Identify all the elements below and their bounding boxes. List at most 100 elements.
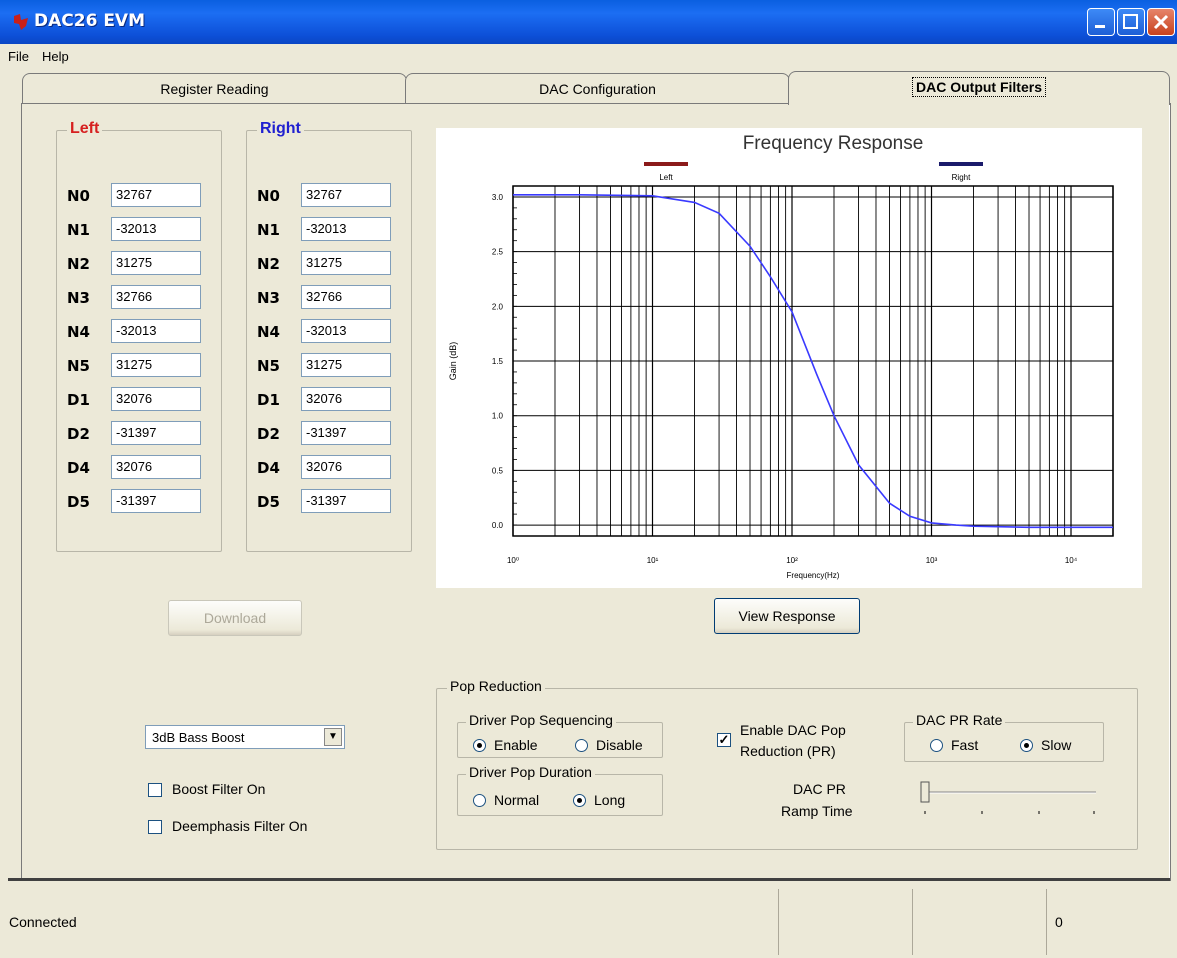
right-coef-input-n1[interactable]: -32013	[301, 217, 391, 241]
right-coef-input-d4[interactable]: 32076	[301, 455, 391, 479]
enable-pr-label-line2: Reduction (PR)	[740, 743, 836, 759]
duration-long-label: Long	[594, 792, 626, 808]
tab-label: Register Reading	[160, 81, 269, 97]
boost-filter-label: Boost Filter On	[172, 781, 266, 797]
pr-rate-slow-radio[interactable]	[1020, 739, 1033, 752]
right-coef-input-n5[interactable]: 31275	[301, 353, 391, 377]
left-coef-label-n3: N3	[67, 289, 90, 307]
left-coef-input-d1[interactable]: 32076	[111, 387, 201, 411]
window-title: DAC26 EVM	[34, 11, 146, 31]
chart-svg: Frequency Response Left Right 0.0 0.5 1.0 1.5 2…	[448, 133, 1114, 580]
y-axis-label: Gain (dB)	[448, 342, 458, 381]
left-coef-input-n1[interactable]: -32013	[111, 217, 201, 241]
x-tick-label: 10⁰	[507, 556, 519, 565]
left-coef-input-n0[interactable]: 32767	[111, 183, 201, 207]
ramp-time-slider[interactable]	[914, 780, 1104, 820]
right-coef-label-n4: N4	[257, 323, 280, 341]
chevron-down-icon[interactable]: ▼	[324, 728, 342, 746]
x-tick-label: 10¹	[647, 556, 659, 565]
right-coef-label-d4: D4	[257, 459, 280, 477]
download-button[interactable]: Download	[168, 600, 302, 636]
left-coef-label-n0: N0	[67, 187, 90, 205]
left-coef-input-d2[interactable]: -31397	[111, 421, 201, 445]
right-coef-input-n2[interactable]: 31275	[301, 251, 391, 275]
plot-frame	[512, 185, 1114, 537]
left-coef-label-n1: N1	[67, 221, 90, 239]
y-tick-label: 0.5	[492, 466, 504, 475]
right-coef-label-d1: D1	[257, 391, 280, 409]
pop-reduction-group: Pop Reduction	[436, 678, 1138, 850]
minimize-button[interactable]	[1087, 8, 1115, 36]
close-icon	[1153, 14, 1169, 30]
maximize-button[interactable]	[1117, 8, 1145, 36]
right-coef-input-d1[interactable]: 32076	[301, 387, 391, 411]
left-coef-label-n5: N5	[67, 357, 90, 375]
right-coef-label-d2: D2	[257, 425, 280, 443]
right-coef-label-n3: N3	[257, 289, 280, 307]
x-tick-label: 10⁴	[1065, 556, 1078, 565]
status-cell: 0	[1046, 889, 1177, 955]
menu-help[interactable]: Help	[42, 49, 69, 64]
status-value: 0	[1055, 914, 1063, 930]
right-coef-input-d5[interactable]: -31397	[301, 489, 391, 513]
tab-register-reading[interactable]: Register Reading	[22, 73, 407, 103]
driver-pop-sequencing-title: Driver Pop Sequencing	[466, 712, 616, 728]
sequencing-disable-radio[interactable]	[575, 739, 588, 752]
slider-thumb[interactable]	[920, 781, 930, 803]
left-coef-input-n5[interactable]: 31275	[111, 353, 201, 377]
tab-dac-configuration[interactable]: DAC Configuration	[405, 73, 790, 103]
deemphasis-filter-label: Deemphasis Filter On	[172, 818, 308, 834]
legend-label-right: Right	[952, 173, 971, 182]
pr-rate-fast-radio[interactable]	[930, 739, 943, 752]
sequencing-disable-label: Disable	[596, 737, 643, 753]
status-cell	[912, 889, 1046, 955]
left-coef-label-n4: N4	[67, 323, 90, 341]
maximize-icon	[1123, 14, 1138, 29]
y-tick-label: 2.0	[492, 302, 504, 311]
dac-pr-ramp-label-line2: Ramp Time	[781, 803, 853, 819]
right-coef-label-n2: N2	[257, 255, 280, 273]
tab-label: DAC Configuration	[539, 81, 656, 97]
filter-select[interactable]: 3dB Bass Boost ▼	[145, 725, 345, 749]
view-response-button[interactable]: View Response	[714, 598, 860, 634]
status-bar: Connected 0	[0, 885, 1177, 958]
close-button[interactable]	[1147, 8, 1175, 36]
left-coef-label-d5: D5	[67, 493, 90, 511]
dac-pr-ramp-label-line1: DAC PR	[793, 781, 846, 797]
tab-label: DAC Output Filters	[912, 77, 1046, 97]
duration-normal-radio[interactable]	[473, 794, 486, 807]
minimize-icon	[1095, 25, 1105, 28]
menu-file[interactable]: File	[8, 49, 29, 64]
left-coef-label-d1: D1	[67, 391, 90, 409]
left-coef-label-d4: D4	[67, 459, 90, 477]
menu-bar: File Help	[0, 44, 1177, 68]
ti-logo-icon	[14, 14, 28, 30]
duration-long-radio[interactable]	[573, 794, 586, 807]
pop-reduction-title: Pop Reduction	[447, 678, 545, 694]
right-coef-input-n3[interactable]: 32766	[301, 285, 391, 309]
deemphasis-filter-checkbox[interactable]	[148, 820, 162, 834]
y-tick-label: 3.0	[492, 193, 504, 202]
left-coef-input-n4[interactable]: -32013	[111, 319, 201, 343]
sequencing-enable-radio[interactable]	[473, 739, 486, 752]
left-coef-input-n3[interactable]: 32766	[111, 285, 201, 309]
left-coef-input-d5[interactable]: -31397	[111, 489, 201, 513]
title-bar: DAC26 EVM	[0, 0, 1177, 44]
status-cell	[778, 889, 912, 955]
x-axis-label: Frequency(Hz)	[787, 571, 840, 580]
x-tick-label: 10²	[786, 556, 798, 565]
right-coef-input-n0[interactable]: 32767	[301, 183, 391, 207]
boost-filter-checkbox[interactable]	[148, 783, 162, 797]
right-coef-input-n4[interactable]: -32013	[301, 319, 391, 343]
right-coefficients-group: Right N0 32767 N1 -32013 N2 31275 N3 32766 N4 -32…	[246, 120, 412, 552]
y-tick-label: 2.5	[492, 248, 504, 257]
panel-border	[8, 878, 1170, 881]
driver-pop-duration-group: Driver Pop Duration	[457, 764, 663, 816]
chart-title: Frequency Response	[743, 133, 924, 154]
left-coef-input-d4[interactable]: 32076	[111, 455, 201, 479]
enable-dac-pop-reduction-checkbox[interactable]: ✓	[717, 732, 731, 747]
tab-dac-output-filters[interactable]: DAC Output Filters	[788, 71, 1170, 105]
right-coef-label-n1: N1	[257, 221, 280, 239]
left-coef-input-n2[interactable]: 31275	[111, 251, 201, 275]
right-coef-input-d2[interactable]: -31397	[301, 421, 391, 445]
